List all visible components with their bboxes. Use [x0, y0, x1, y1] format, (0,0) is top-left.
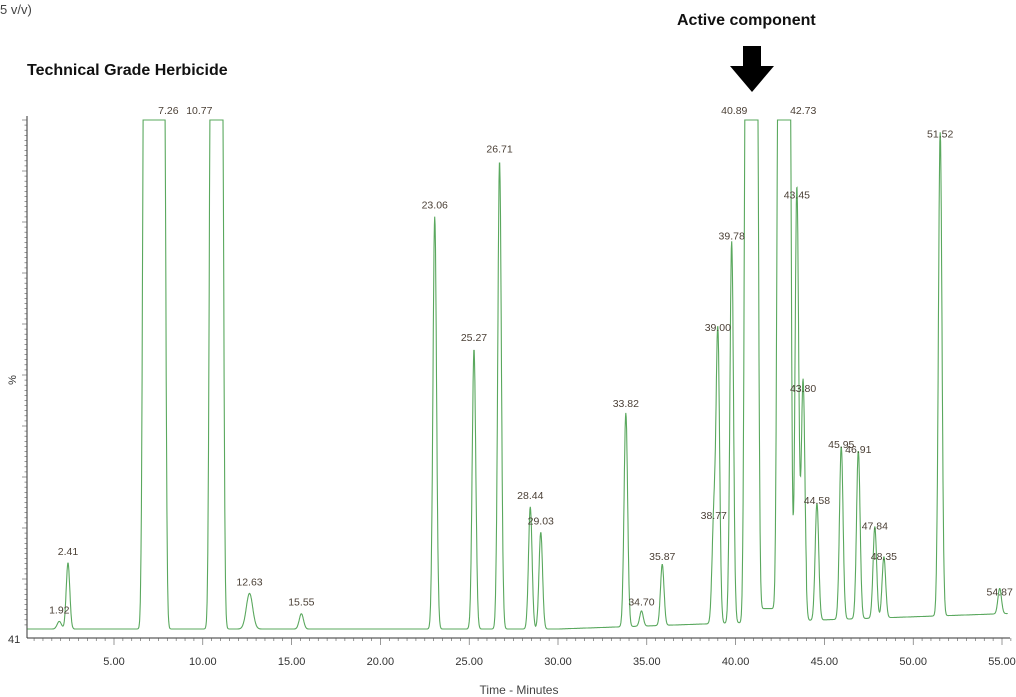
peak-label-33-82: 33.82 [613, 398, 639, 410]
peak-label-1-92: 1.92 [49, 604, 70, 616]
peak-label-29-03: 29.03 [528, 515, 554, 527]
peak-label-15-55: 15.55 [288, 597, 314, 609]
x-axis-title: Time - Minutes [480, 683, 559, 697]
peak-label-34-70: 34.70 [628, 597, 654, 609]
peak-label-43-45: 43.45 [784, 190, 810, 202]
x-tick-label: 30.00 [544, 656, 572, 668]
x-tick-label: 45.00 [811, 656, 839, 668]
x-tick-label: 5.00 [103, 656, 124, 668]
peak-label-25-27: 25.27 [461, 332, 487, 344]
peak-label-39-00: 39.00 [705, 322, 731, 334]
peak-label-54-87: 54.87 [987, 587, 1013, 599]
x-tick-label: 20.00 [367, 656, 395, 668]
x-tick-label: 10.00 [189, 656, 217, 668]
chromatogram-trace [27, 120, 1007, 629]
peak-label-38-77: 38.77 [701, 510, 727, 522]
peak-label-39-78: 39.78 [719, 230, 745, 242]
x-tick-label: 15.00 [278, 656, 306, 668]
x-tick-label: 40.00 [722, 656, 750, 668]
peak-label-47-84: 47.84 [862, 520, 888, 532]
peak-label-51-52: 51.52 [927, 128, 953, 140]
peak-label-40-89: 40.89 [721, 105, 747, 117]
peak-label-48-35: 48.35 [871, 551, 897, 563]
peak-label-43-80: 43.80 [790, 383, 816, 395]
peak-label-23-06: 23.06 [422, 200, 448, 212]
peak-label-44-58: 44.58 [804, 495, 830, 507]
x-tick-label: 50.00 [899, 656, 927, 668]
baseline-label: 41 [8, 634, 20, 646]
y-axis-label: % [7, 375, 19, 385]
x-tick-label: 55.00 [988, 656, 1016, 668]
x-tick-label: 35.00 [633, 656, 661, 668]
x-tick-label: 25.00 [455, 656, 483, 668]
peak-label-26-71: 26.71 [486, 144, 512, 156]
peak-label-10-77: 10.77 [186, 105, 212, 117]
peak-label-46-91: 46.91 [845, 444, 871, 456]
peak-label-7-26: 7.26 [158, 105, 179, 117]
peak-label-2-41: 2.41 [58, 546, 79, 558]
peak-label-35-87: 35.87 [649, 551, 675, 563]
peak-label-42-73: 42.73 [790, 105, 816, 117]
peak-label-28-44: 28.44 [517, 490, 543, 502]
peak-label-12-63: 12.63 [236, 576, 262, 588]
